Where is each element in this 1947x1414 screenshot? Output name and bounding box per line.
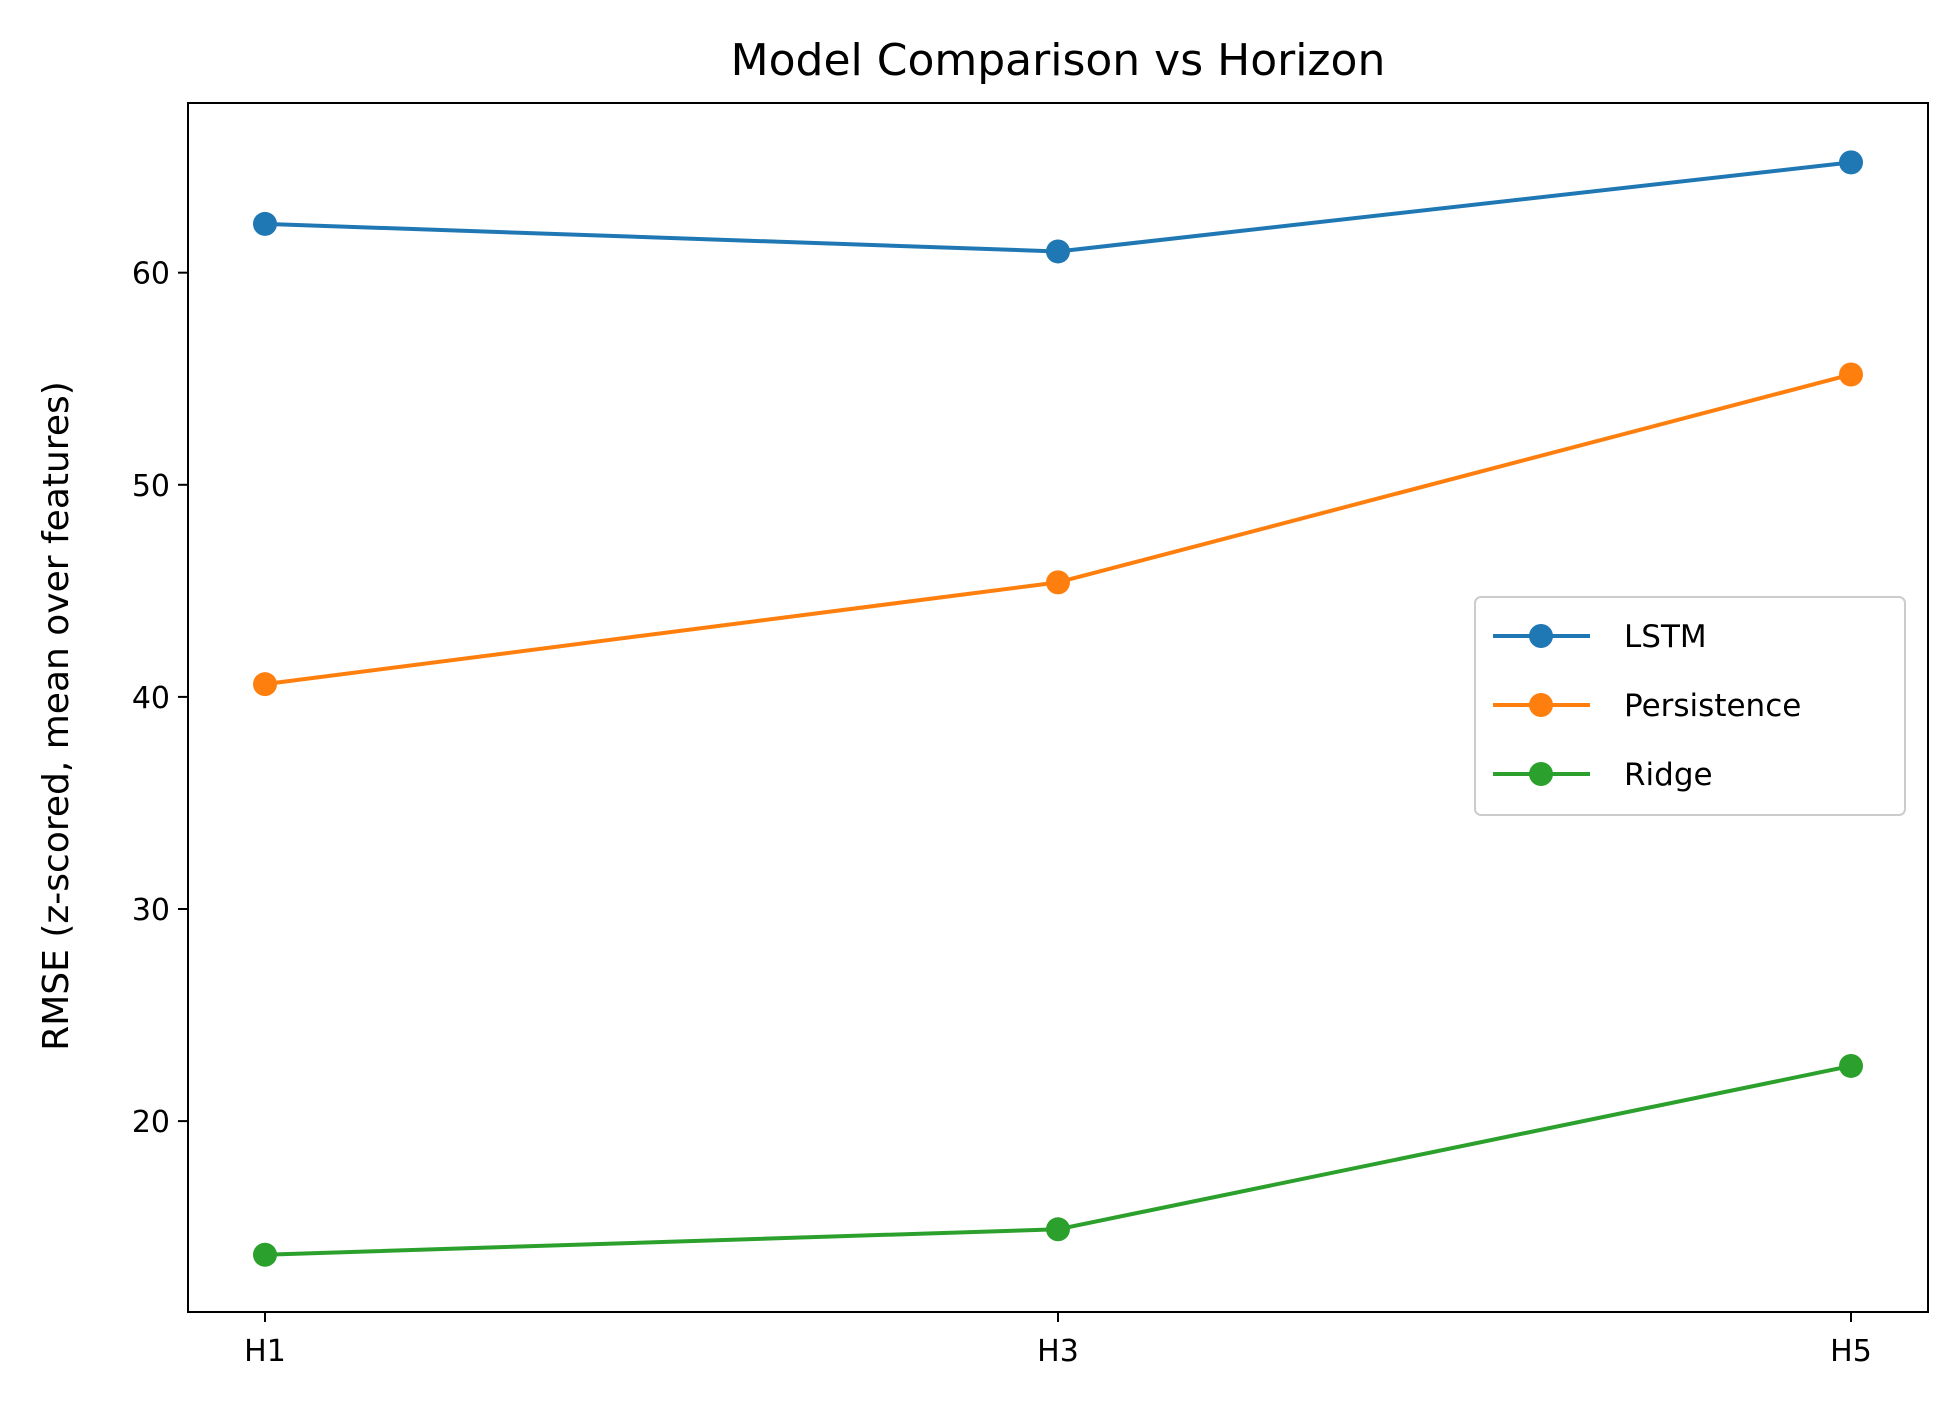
data-point-ridge-h1 xyxy=(253,1242,277,1267)
x-tick-label-h1: H1 xyxy=(244,1334,286,1369)
legend-label-ridge: Ridge xyxy=(1624,757,1713,793)
legend: LSTM Persistence Ridge xyxy=(1474,596,1906,816)
y-axis-label: RMSE (z-scored, mean over features) xyxy=(36,381,77,1051)
series-line-lstm xyxy=(264,160,1852,254)
plot-area: H1 H3 H5 20 30 40 50 60 LSTM Persistence Ridge xyxy=(132,102,1929,1369)
x-tick-label-h5: H5 xyxy=(1830,1334,1872,1369)
data-point-persistence-h5 xyxy=(1839,362,1863,387)
data-point-ridge-h3 xyxy=(1046,1217,1070,1242)
legend-marker-persistence xyxy=(1529,693,1553,717)
data-point-lstm-h3 xyxy=(1046,239,1070,264)
legend-label-persistence: Persistence xyxy=(1624,688,1801,724)
y-tick-label-40: 40 xyxy=(132,681,170,716)
y-tick-label-20: 20 xyxy=(132,1105,170,1140)
legend-label-lstm: LSTM xyxy=(1624,619,1707,655)
y-tick-label-50: 50 xyxy=(132,469,170,504)
legend-box xyxy=(1474,596,1906,816)
chart-title: Model Comparison vs Horizon xyxy=(731,35,1386,86)
data-point-lstm-h1 xyxy=(253,211,277,236)
data-point-lstm-h5 xyxy=(1839,150,1863,175)
y-tick-label-60: 60 xyxy=(132,257,170,292)
y-tick-label-30: 30 xyxy=(132,893,170,928)
x-tick-label-h3: H3 xyxy=(1037,1334,1079,1369)
legend-marker-ridge xyxy=(1529,762,1553,786)
data-point-ridge-h5 xyxy=(1839,1053,1863,1078)
data-point-persistence-h1 xyxy=(253,672,277,697)
legend-marker-lstm xyxy=(1529,624,1553,648)
data-point-persistence-h3 xyxy=(1046,570,1070,595)
